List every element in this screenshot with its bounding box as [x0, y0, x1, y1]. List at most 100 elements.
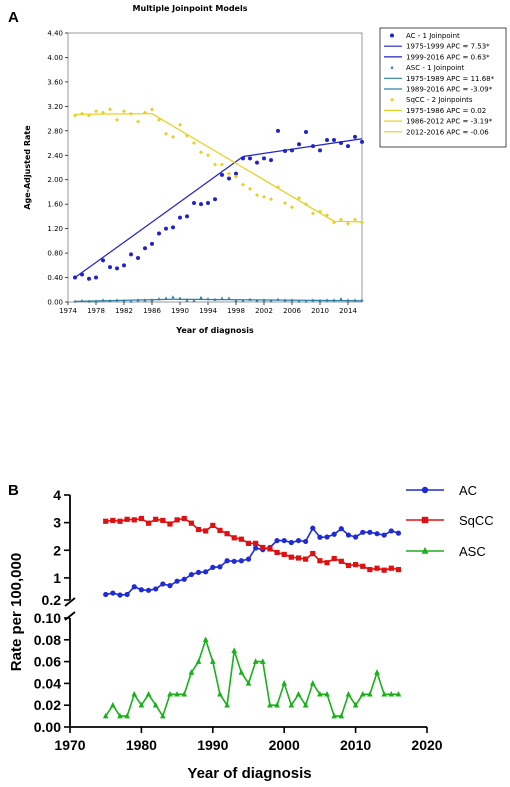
chart-a-x-axis-label: Year of diagnosis: [175, 326, 254, 335]
data-point: [367, 690, 373, 697]
x-tick-label: 2006: [283, 307, 301, 315]
data-point: [318, 148, 322, 153]
legend-label: SqCC: [459, 513, 494, 528]
data-point: [260, 544, 266, 551]
data-point: [297, 299, 301, 303]
data-point: [167, 690, 173, 697]
data-point: [203, 528, 209, 534]
data-point: [241, 182, 245, 187]
data-point: [245, 540, 252, 546]
x-tick-label: 1978: [87, 307, 105, 315]
data-point: [338, 526, 344, 532]
data-point: [217, 527, 223, 533]
data-point: [213, 197, 217, 202]
data-point: [136, 255, 140, 260]
y-tick-label: 3.60: [47, 78, 63, 86]
data-point: [274, 537, 280, 544]
data-point: [145, 690, 152, 697]
data-point: [269, 158, 273, 163]
data-point: [317, 690, 323, 697]
data-point: [325, 213, 329, 218]
data-point: [131, 517, 137, 523]
data-point: [395, 530, 402, 536]
data-point: [224, 558, 230, 564]
legend-marker: [390, 33, 394, 38]
data-point: [283, 298, 287, 302]
data-point: [136, 298, 140, 302]
data-point: [345, 690, 352, 697]
data-point: [324, 690, 330, 697]
data-point: [395, 567, 402, 573]
data-point: [206, 297, 210, 301]
data-point: [87, 113, 91, 118]
data-point: [338, 712, 345, 719]
data-point: [210, 564, 216, 570]
data-point: [318, 209, 322, 214]
data-point: [248, 156, 252, 161]
data-point: [295, 555, 302, 561]
y-tick-label: 1.60: [47, 201, 63, 209]
data-point: [206, 200, 210, 205]
data-point: [381, 567, 387, 573]
data-point: [143, 298, 147, 302]
y-tick-label: 0.00: [47, 299, 63, 307]
data-point: [217, 564, 223, 570]
y-tick-label: 0.08: [34, 632, 61, 648]
data-point: [164, 296, 168, 300]
data-point: [281, 551, 287, 558]
data-point: [288, 554, 294, 560]
chart-a-y-axis-label: Age-Adjusted Rate: [23, 125, 32, 210]
data-point: [202, 636, 209, 643]
data-point: [255, 193, 259, 198]
data-point: [174, 517, 180, 523]
data-point: [110, 590, 116, 596]
data-point: [102, 712, 109, 719]
data-point: [110, 517, 116, 524]
data-point: [131, 584, 137, 590]
data-point: [195, 569, 202, 575]
data-point: [213, 297, 217, 301]
x-tick-label: 2000: [269, 737, 300, 753]
data-point: [192, 298, 196, 303]
chart-a-plot-area: [67, 32, 363, 303]
data-point: [310, 525, 316, 531]
fit-line: [151, 113, 335, 222]
data-point: [188, 520, 194, 526]
data-point: [178, 296, 182, 300]
data-point: [302, 701, 309, 708]
data-point: [178, 215, 182, 220]
data-point: [160, 581, 166, 587]
data-point: [224, 531, 230, 537]
data-point: [253, 545, 259, 551]
data-point: [360, 298, 364, 302]
data-point: [290, 148, 294, 153]
data-point: [359, 690, 366, 697]
data-point: [101, 110, 105, 115]
data-point: [360, 220, 364, 225]
data-point: [220, 172, 224, 177]
data-point: [331, 555, 337, 562]
data-point: [124, 516, 130, 522]
data-point: [160, 517, 166, 524]
data-point: [303, 538, 309, 545]
data-point: [311, 298, 315, 302]
y-tick-label: 3.20: [47, 103, 63, 111]
data-point: [325, 137, 329, 142]
x-tick-label: 1980: [126, 737, 157, 753]
legend-label: AC - 1 Joinpoint: [406, 32, 460, 40]
legend-marker: [421, 516, 429, 524]
x-tick-label: 1990: [171, 307, 189, 315]
data-point: [353, 217, 357, 222]
data-point: [295, 690, 302, 697]
data-point: [117, 712, 123, 719]
legend-label: AC: [459, 483, 477, 498]
data-point: [138, 515, 144, 522]
y-tick-label: 1.20: [47, 225, 63, 233]
data-point: [94, 275, 98, 280]
data-point: [108, 265, 112, 270]
data-point: [80, 272, 84, 277]
data-point: [346, 298, 350, 302]
data-point: [174, 690, 180, 697]
data-point: [367, 567, 373, 573]
data-point: [297, 142, 301, 147]
